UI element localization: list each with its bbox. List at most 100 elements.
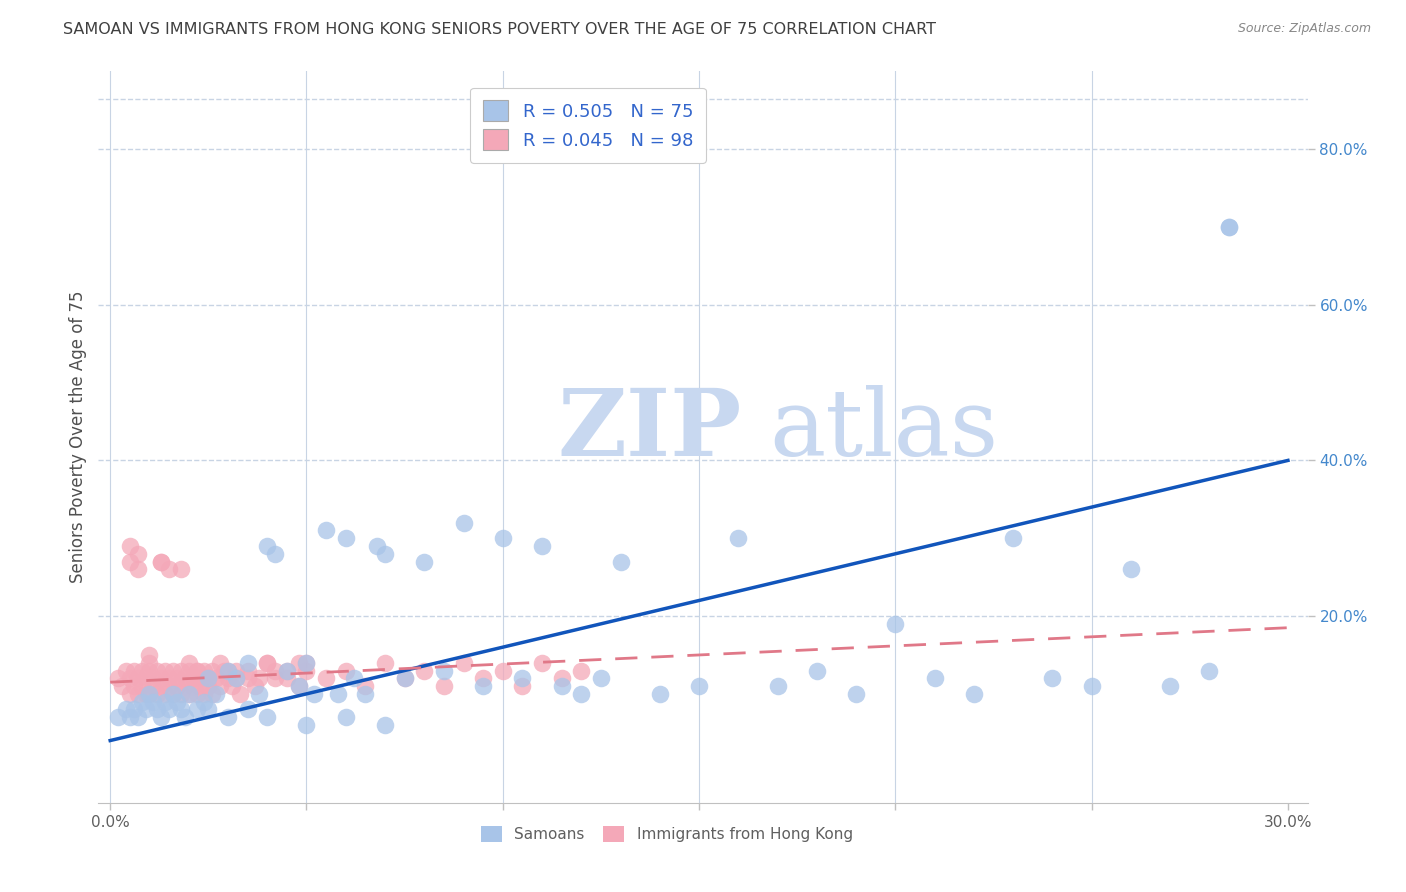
Point <box>150 710 173 724</box>
Point <box>177 687 200 701</box>
Point <box>115 664 138 678</box>
Point <box>127 687 149 701</box>
Point <box>205 687 228 701</box>
Point <box>193 664 215 678</box>
Point <box>217 710 239 724</box>
Point <box>276 664 298 678</box>
Point <box>170 562 193 576</box>
Point <box>122 702 145 716</box>
Point <box>181 671 204 685</box>
Point <box>845 687 868 701</box>
Point <box>142 695 165 709</box>
Point <box>197 671 219 685</box>
Point <box>118 671 141 685</box>
Point <box>1218 219 1240 234</box>
Point <box>727 531 749 545</box>
Point <box>221 679 243 693</box>
Point <box>374 656 396 670</box>
Legend: Samoans, Immigrants from Hong Kong: Samoans, Immigrants from Hong Kong <box>472 819 860 850</box>
Point <box>217 664 239 678</box>
Point <box>118 555 141 569</box>
Point <box>138 656 160 670</box>
Point <box>127 710 149 724</box>
Point <box>186 664 208 678</box>
Point <box>335 710 357 724</box>
Point <box>166 671 188 685</box>
Point <box>276 664 298 678</box>
Point <box>335 531 357 545</box>
Point <box>173 679 195 693</box>
Point <box>162 687 184 701</box>
Point <box>335 664 357 678</box>
Point <box>354 679 377 693</box>
Point <box>512 671 534 685</box>
Point <box>315 671 337 685</box>
Point <box>225 671 247 685</box>
Point <box>569 664 592 678</box>
Point <box>186 702 208 716</box>
Point <box>118 687 141 701</box>
Point <box>394 671 416 685</box>
Point <box>209 679 232 693</box>
Point <box>295 656 318 670</box>
Point <box>193 695 215 709</box>
Point <box>150 679 173 693</box>
Point <box>153 664 176 678</box>
Point <box>111 679 134 693</box>
Point <box>118 710 141 724</box>
Point <box>550 671 572 685</box>
Point <box>197 679 219 693</box>
Point <box>374 547 396 561</box>
Point <box>146 664 169 678</box>
Point <box>225 671 247 685</box>
Point <box>153 687 176 701</box>
Point <box>366 539 388 553</box>
Point <box>131 695 153 709</box>
Point <box>413 664 436 678</box>
Point <box>201 687 224 701</box>
Point <box>531 539 554 553</box>
Point <box>245 679 267 693</box>
Point <box>609 555 631 569</box>
Point <box>217 671 239 685</box>
Point <box>115 702 138 716</box>
Text: Source: ZipAtlas.com: Source: ZipAtlas.com <box>1237 22 1371 36</box>
Point <box>162 664 184 678</box>
Point <box>170 664 193 678</box>
Text: atlas: atlas <box>769 384 998 475</box>
Point <box>197 702 219 716</box>
Point <box>118 539 141 553</box>
Point <box>589 671 612 685</box>
Point <box>138 664 160 678</box>
Point <box>107 671 129 685</box>
Point <box>217 664 239 678</box>
Point <box>1218 219 1240 234</box>
Point <box>304 687 326 701</box>
Text: SAMOAN VS IMMIGRANTS FROM HONG KONG SENIORS POVERTY OVER THE AGE OF 75 CORRELATI: SAMOAN VS IMMIGRANTS FROM HONG KONG SENI… <box>63 22 936 37</box>
Point <box>146 687 169 701</box>
Point <box>472 671 495 685</box>
Point <box>150 555 173 569</box>
Point <box>181 679 204 693</box>
Point <box>884 616 907 631</box>
Point <box>209 656 232 670</box>
Point <box>295 664 318 678</box>
Point <box>433 679 456 693</box>
Point <box>1159 679 1181 693</box>
Point <box>177 664 200 678</box>
Point <box>433 664 456 678</box>
Point <box>138 687 160 701</box>
Point <box>150 555 173 569</box>
Point <box>374 718 396 732</box>
Point <box>1042 671 1064 685</box>
Point <box>146 702 169 716</box>
Point <box>162 687 184 701</box>
Point <box>138 687 160 701</box>
Point <box>287 656 309 670</box>
Point <box>287 679 309 693</box>
Point <box>256 656 278 670</box>
Point <box>157 671 180 685</box>
Point <box>201 664 224 678</box>
Point <box>1002 531 1025 545</box>
Point <box>276 671 298 685</box>
